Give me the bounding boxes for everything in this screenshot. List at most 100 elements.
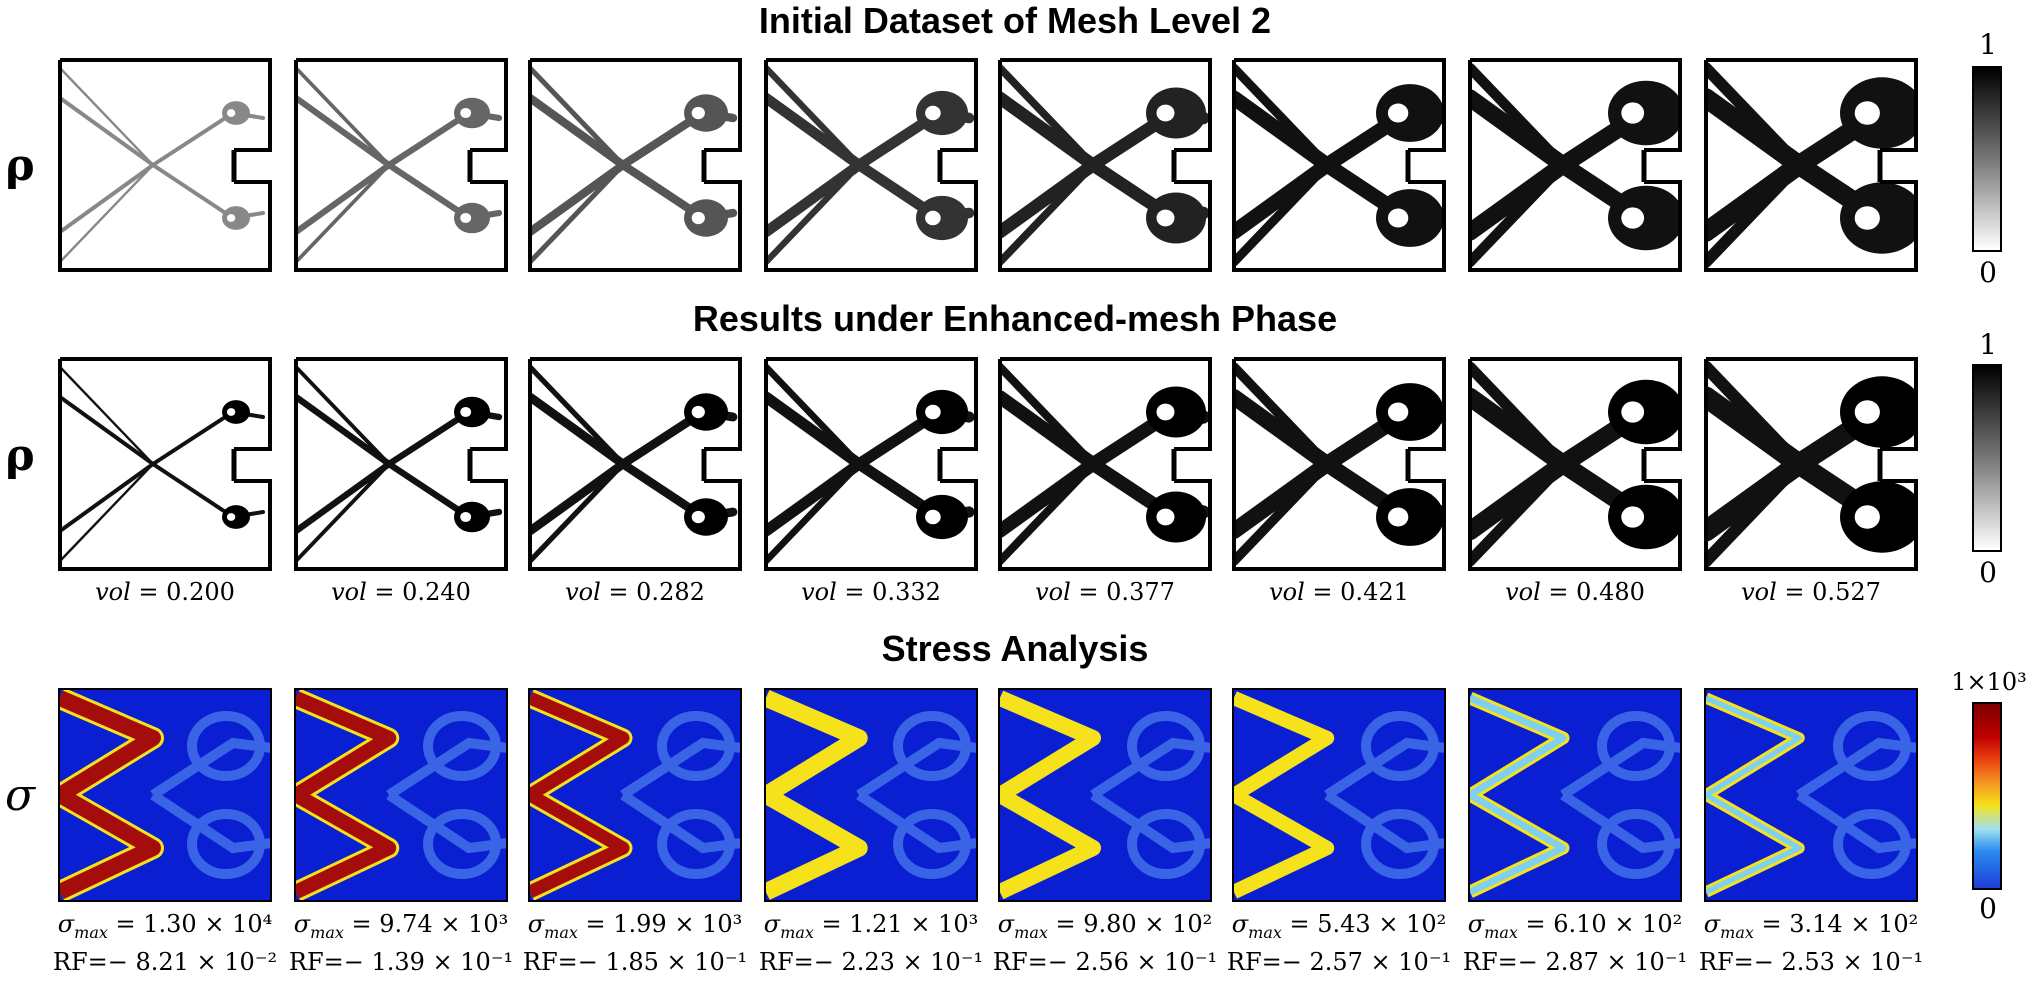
sigma-subscript: max (74, 922, 108, 942)
vol-label: vol (1741, 578, 1777, 606)
vol-value: = 0.200 (130, 578, 235, 606)
sigma-symbol: σ (763, 910, 781, 938)
sigma-symbol: σ (527, 910, 545, 938)
sigma-max-value: = 9.80 × 10² (1047, 910, 1213, 938)
rf-value: 2.56 × 10⁻¹ (1075, 948, 1218, 976)
rf-caption: RF=− 2.56 × 10⁻¹ (990, 948, 1220, 976)
vol-caption: vol = 0.480 (1460, 578, 1690, 606)
vol-value: = 0.527 (1776, 578, 1881, 606)
density-panel-initial (1468, 58, 1682, 272)
density-panel-initial (998, 58, 1212, 272)
colorbar-density-1-min: 0 (1979, 256, 1997, 289)
rf-value: 1.39 × 10⁻¹ (371, 948, 514, 976)
rf-label: RF=− (1698, 948, 1782, 976)
vol-caption: vol = 0.240 (286, 578, 516, 606)
rf-label: RF=− (52, 948, 136, 976)
sigma-subscript: max (1014, 922, 1048, 942)
rf-caption: RF=− 2.57 × 10⁻¹ (1224, 948, 1454, 976)
rf-value: 2.23 × 10⁻¹ (841, 948, 984, 976)
sigma-subscript: max (780, 922, 814, 942)
colorbar-density-2-max: 1 (1979, 328, 1997, 361)
sigma-symbol: σ (1231, 910, 1249, 938)
rf-caption: RF=− 2.87 × 10⁻¹ (1460, 948, 1690, 976)
vol-caption: vol = 0.377 (990, 578, 1220, 606)
stress-panel (294, 688, 508, 902)
stress-panel (1468, 688, 1682, 902)
density-panel-initial (1704, 58, 1918, 272)
vol-label: vol (565, 578, 601, 606)
vol-value: = 0.377 (1070, 578, 1175, 606)
colorbar-density-1 (1972, 66, 2002, 252)
vol-caption: vol = 0.332 (756, 578, 986, 606)
sigma-max-caption: σmax = 9.74 × 10³ (286, 910, 516, 942)
sigma-symbol: σ (1467, 910, 1485, 938)
colorbar-stress-max: 1×10³ (1951, 668, 2027, 696)
rf-value: 2.53 × 10⁻¹ (1781, 948, 1924, 976)
rf-value: 2.87 × 10⁻¹ (1545, 948, 1688, 976)
stress-panel (998, 688, 1212, 902)
vol-caption: vol = 0.200 (50, 578, 280, 606)
title-stress-analysis: Stress Analysis (881, 628, 1149, 669)
rf-caption: RF=− 1.39 × 10⁻¹ (286, 948, 516, 976)
sigma-subscript: max (1484, 922, 1518, 942)
density-panel-enhanced (294, 357, 508, 571)
title-initial-dataset: Initial Dataset of Mesh Level 2 (758, 0, 1272, 41)
density-panel-enhanced (58, 357, 272, 571)
density-panel-enhanced (764, 357, 978, 571)
sigma-max-value: = 6.10 × 10² (1517, 910, 1683, 938)
sigma-max-caption: σmax = 1.30 × 10⁴ (50, 910, 280, 942)
sigma-max-caption: σmax = 1.21 × 10³ (756, 910, 986, 942)
vol-label: vol (95, 578, 131, 606)
rf-caption: RF=− 2.23 × 10⁻¹ (756, 948, 986, 976)
density-panel-initial (58, 58, 272, 272)
density-panel-enhanced (1468, 357, 1682, 571)
density-panel-initial (1232, 58, 1446, 272)
rf-label: RF=− (522, 948, 606, 976)
sigma-max-caption: σmax = 9.80 × 10² (990, 910, 1220, 942)
rf-label: RF=− (288, 948, 372, 976)
sigma-subscript: max (1720, 922, 1754, 942)
sigma-max-caption: σmax = 1.99 × 10³ (520, 910, 750, 942)
stress-panel (1232, 688, 1446, 902)
vol-label: vol (1269, 578, 1305, 606)
vol-value: = 0.480 (1540, 578, 1645, 606)
density-panel-enhanced (1704, 357, 1918, 571)
vol-label: vol (1505, 578, 1541, 606)
rf-caption: RF=− 1.85 × 10⁻¹ (520, 948, 750, 976)
rf-value: 1.85 × 10⁻¹ (605, 948, 748, 976)
rf-label: RF=− (992, 948, 1076, 976)
colorbar-stress-min: 0 (1979, 892, 1997, 925)
sigma-max-value: = 1.99 × 10³ (577, 910, 743, 938)
sigma-max-value: = 9.74 × 10³ (343, 910, 509, 938)
sigma-max-value: = 1.21 × 10³ (813, 910, 979, 938)
vol-value: = 0.282 (600, 578, 705, 606)
sigma-symbol: σ (997, 910, 1015, 938)
density-panel-initial (764, 58, 978, 272)
vol-label: vol (801, 578, 837, 606)
colorbar-density-2-min: 0 (1979, 556, 1997, 589)
sigma-subscript: max (1248, 922, 1282, 942)
vol-caption: vol = 0.282 (520, 578, 750, 606)
row-label-rho-2: ρ (5, 430, 35, 481)
vol-label: vol (1035, 578, 1071, 606)
rf-label: RF=− (758, 948, 842, 976)
row-label-sigma: σ (4, 770, 36, 821)
colorbar-density-1-max: 1 (1979, 28, 1997, 61)
density-panel-enhanced (1232, 357, 1446, 571)
stress-panel (1704, 688, 1918, 902)
sigma-symbol: σ (57, 910, 75, 938)
rf-label: RF=− (1462, 948, 1546, 976)
rf-label: RF=− (1226, 948, 1310, 976)
density-panel-initial (294, 58, 508, 272)
stress-panel (764, 688, 978, 902)
sigma-symbol: σ (293, 910, 311, 938)
sigma-max-value: = 3.14 × 10² (1753, 910, 1919, 938)
row-label-rho-1: ρ (5, 140, 35, 191)
sigma-symbol: σ (1703, 910, 1721, 938)
stress-panel (528, 688, 742, 902)
sigma-max-caption: σmax = 5.43 × 10² (1224, 910, 1454, 942)
sigma-max-value: = 1.30 × 10⁴ (107, 910, 273, 938)
vol-value: = 0.240 (366, 578, 471, 606)
title-enhanced-mesh: Results under Enhanced-mesh Phase (692, 298, 1338, 339)
density-panel-initial (528, 58, 742, 272)
